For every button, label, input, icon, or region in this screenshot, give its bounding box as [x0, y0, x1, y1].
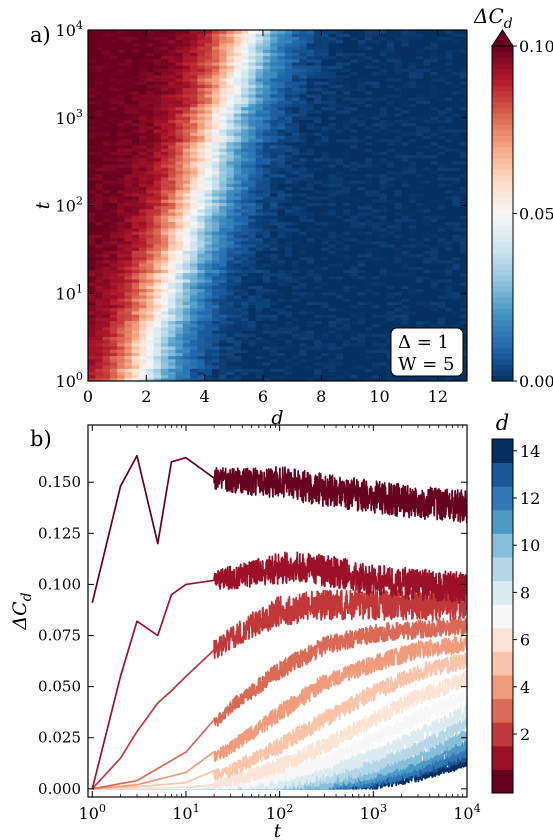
panel-b-label: b) [30, 427, 52, 451]
panel-a-label: a) [30, 23, 51, 47]
heatmap-panel: 0 2 4 6 8 10 12100101102103104dt Δ = 1 W = 5 0… [32, 4, 553, 429]
